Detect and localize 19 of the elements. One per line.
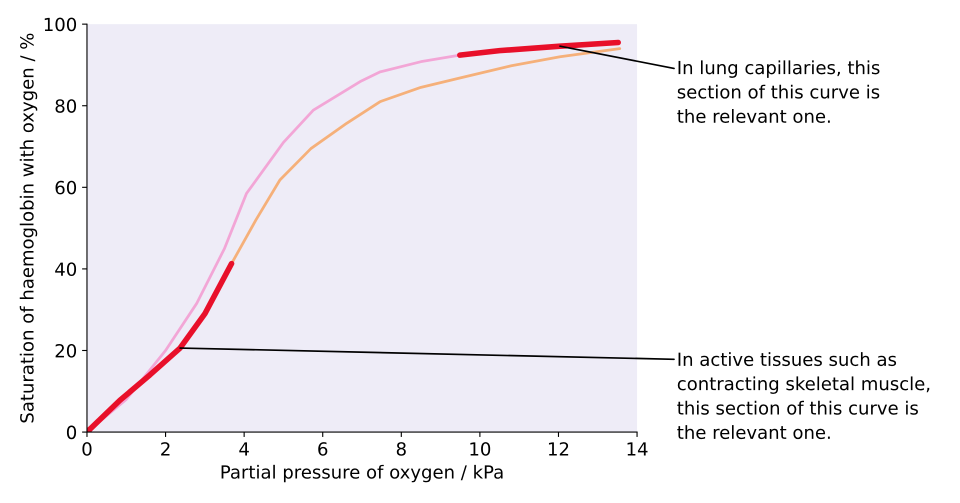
line-series — [230, 47, 622, 265]
x-tick-label: 8 — [396, 442, 406, 456]
x-tick-label: 2 — [161, 442, 170, 456]
x-tick-label: 4 — [239, 442, 249, 456]
x-axis-title: Partial pressure of oxygen / kPa — [222, 464, 503, 482]
y-axis-title: Saturation of haemoglobin with oxygen / % — [20, 34, 38, 422]
y-tick-label: 100 — [44, 18, 76, 32]
x-tick-label: 0 — [82, 442, 92, 456]
x-tick-label: 12 — [548, 442, 568, 456]
y-tick-label: 80 — [56, 99, 76, 113]
y-tick-label: 0 — [66, 426, 76, 440]
x-tick-label: 10 — [470, 442, 490, 456]
annotation: In lung capillaries, this section of this curve is the relevant one. — [677, 60, 880, 124]
y-tick-label: 20 — [56, 344, 76, 358]
y-tick-label: 60 — [56, 180, 76, 194]
annotation: In active tissues such as contracting skeletal muscle, this section of this curve is the relevant one. — [677, 352, 930, 440]
x-tick-label: 6 — [318, 442, 328, 456]
x-tick-label: 14 — [628, 442, 648, 456]
y-tick-label: 40 — [55, 262, 76, 276]
